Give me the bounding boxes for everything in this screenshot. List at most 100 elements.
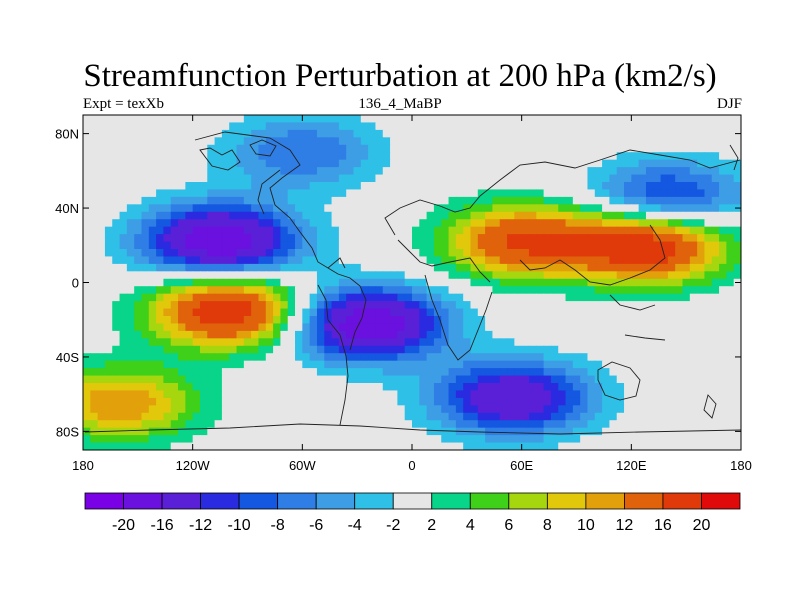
field-cell [667, 368, 676, 377]
field-cell [624, 241, 632, 250]
field-cell [536, 129, 545, 138]
field-cell [397, 390, 406, 399]
field-cell [178, 442, 186, 450]
field-cell [499, 442, 508, 450]
field-cell [229, 174, 238, 183]
field-cell [697, 115, 706, 124]
field-cell [170, 323, 179, 332]
field-cell [572, 316, 581, 325]
field-cell [368, 278, 377, 287]
field-cell [243, 115, 252, 124]
field-cell [265, 115, 274, 124]
field-cell [229, 368, 238, 377]
field-cell [346, 152, 355, 161]
field-cell [258, 390, 267, 399]
field-cell [199, 390, 208, 399]
field-cell [433, 196, 442, 205]
field-cell [558, 420, 567, 429]
field-cell [580, 427, 589, 436]
field-cell [485, 412, 494, 421]
field-cell [638, 241, 647, 250]
field-cell [148, 308, 157, 317]
field-cell [178, 211, 186, 220]
field-cell [382, 383, 391, 392]
field-cell [185, 338, 194, 347]
field-cell [514, 442, 523, 450]
field-cell [653, 420, 662, 429]
field-cell [419, 152, 428, 161]
field-cell [499, 144, 508, 153]
colorbar-label: 16 [654, 517, 672, 534]
field-cell [375, 189, 384, 198]
field-cell [667, 241, 676, 250]
field-cell [455, 204, 464, 213]
field-cell [675, 122, 684, 131]
field-cell [229, 122, 238, 131]
field-cell [134, 293, 143, 302]
field-cell [711, 211, 720, 220]
field-cell [507, 226, 515, 235]
field-cell [675, 196, 684, 205]
field-cell [624, 129, 632, 138]
field-cell [404, 241, 413, 250]
field-cell [719, 390, 727, 399]
field-cell [441, 442, 450, 450]
field-cell [404, 249, 413, 258]
field-cell [441, 234, 450, 243]
field-cell [528, 323, 537, 332]
field-cell [265, 211, 274, 220]
field-cell [178, 167, 186, 176]
field-cell [170, 167, 179, 176]
field-cell [331, 323, 340, 332]
colorbar-label: 8 [543, 517, 552, 534]
field-cell [441, 241, 450, 250]
field-cell [170, 122, 179, 131]
field-cell [382, 278, 391, 287]
field-cell [419, 263, 428, 272]
field-cell [265, 308, 274, 317]
field-cell [638, 293, 647, 302]
field-cell [499, 338, 508, 347]
field-cell [185, 249, 194, 258]
field-cell [433, 286, 442, 295]
field-cell [134, 226, 143, 235]
field-cell [185, 435, 194, 444]
field-cell [638, 338, 647, 347]
field-cell [594, 241, 603, 250]
field-cell [675, 316, 684, 325]
field-cell [309, 159, 318, 168]
field-cell [528, 129, 537, 138]
field-cell [295, 241, 303, 250]
field-cell [97, 182, 106, 191]
field-cell [141, 293, 150, 302]
field-cell [148, 345, 157, 354]
field-cell [675, 293, 684, 302]
field-cell [375, 182, 384, 191]
field-cell [346, 122, 355, 131]
field-cell [258, 159, 267, 168]
field-cell [163, 219, 172, 228]
field-cell [199, 263, 208, 272]
field-cell [704, 278, 713, 287]
field-cell [382, 115, 391, 124]
field-cell [733, 115, 741, 124]
field-cell [338, 390, 347, 399]
field-cell [565, 375, 574, 384]
field-cell [463, 144, 472, 153]
field-cell [726, 167, 735, 176]
field-cell [704, 256, 713, 265]
field-cell [521, 241, 530, 250]
field-cell [667, 360, 676, 369]
field-cell [90, 129, 99, 138]
field-cell [331, 397, 340, 406]
field-cell [602, 241, 610, 250]
field-cell [346, 189, 355, 198]
field-cell [126, 234, 135, 243]
field-cell [733, 137, 741, 146]
field-cell [258, 442, 267, 450]
field-cell [280, 129, 289, 138]
field-cell [624, 167, 632, 176]
field-cell [521, 427, 530, 436]
field-cell [704, 249, 713, 258]
field-cell [156, 174, 165, 183]
